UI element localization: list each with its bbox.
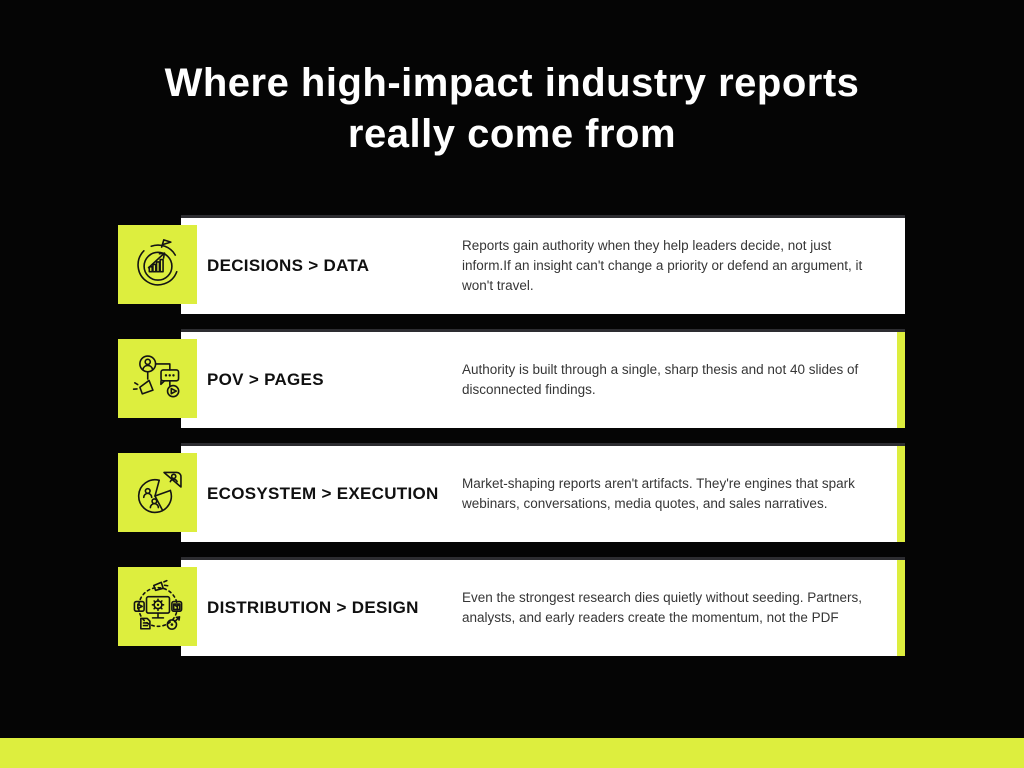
card-heading: DISTRIBUTION > DESIGN [207, 598, 419, 617]
accent-strip [897, 446, 905, 542]
card-pov-pages: POV > PAGES Authority is built through a… [118, 329, 905, 428]
content-distribution-icon [129, 578, 187, 636]
footer-accent-bar [0, 738, 1024, 768]
card-heading: POV > PAGES [207, 370, 324, 389]
card-body-text: Even the strongest research dies quietly… [462, 589, 862, 625]
page-title: Where high-impact industry reports reall… [164, 61, 860, 156]
card-heading: DECISIONS > DATA [207, 256, 370, 275]
icon-tile [118, 339, 197, 418]
icon-tile [118, 567, 197, 646]
card-decisions-data: DECISIONS > DATA Reports gain authority … [118, 215, 905, 314]
card-body-text: Authority is built through a single, sha… [462, 361, 859, 397]
icon-tile [118, 453, 197, 532]
card-ecosystem-execution: ECOSYSTEM > EXECUTION Market-shaping rep… [118, 443, 905, 542]
accent-strip [897, 560, 905, 656]
donut-chart-growth-icon [129, 236, 187, 294]
card-heading: ECOSYSTEM > EXECUTION [207, 484, 439, 503]
card-body-text: Reports gain authority when they help le… [462, 237, 863, 294]
card-body-text: Market-shaping reports aren't artifacts.… [462, 475, 855, 511]
audience-outreach-icon [129, 350, 187, 408]
report-principles-list: DECISIONS > DATA Reports gain authority … [118, 215, 905, 671]
accent-strip [897, 332, 905, 428]
card-distribution-design: DISTRIBUTION > DESIGN Even the strongest… [118, 557, 905, 656]
pie-chart-people-icon [129, 464, 187, 522]
icon-tile [118, 225, 197, 304]
